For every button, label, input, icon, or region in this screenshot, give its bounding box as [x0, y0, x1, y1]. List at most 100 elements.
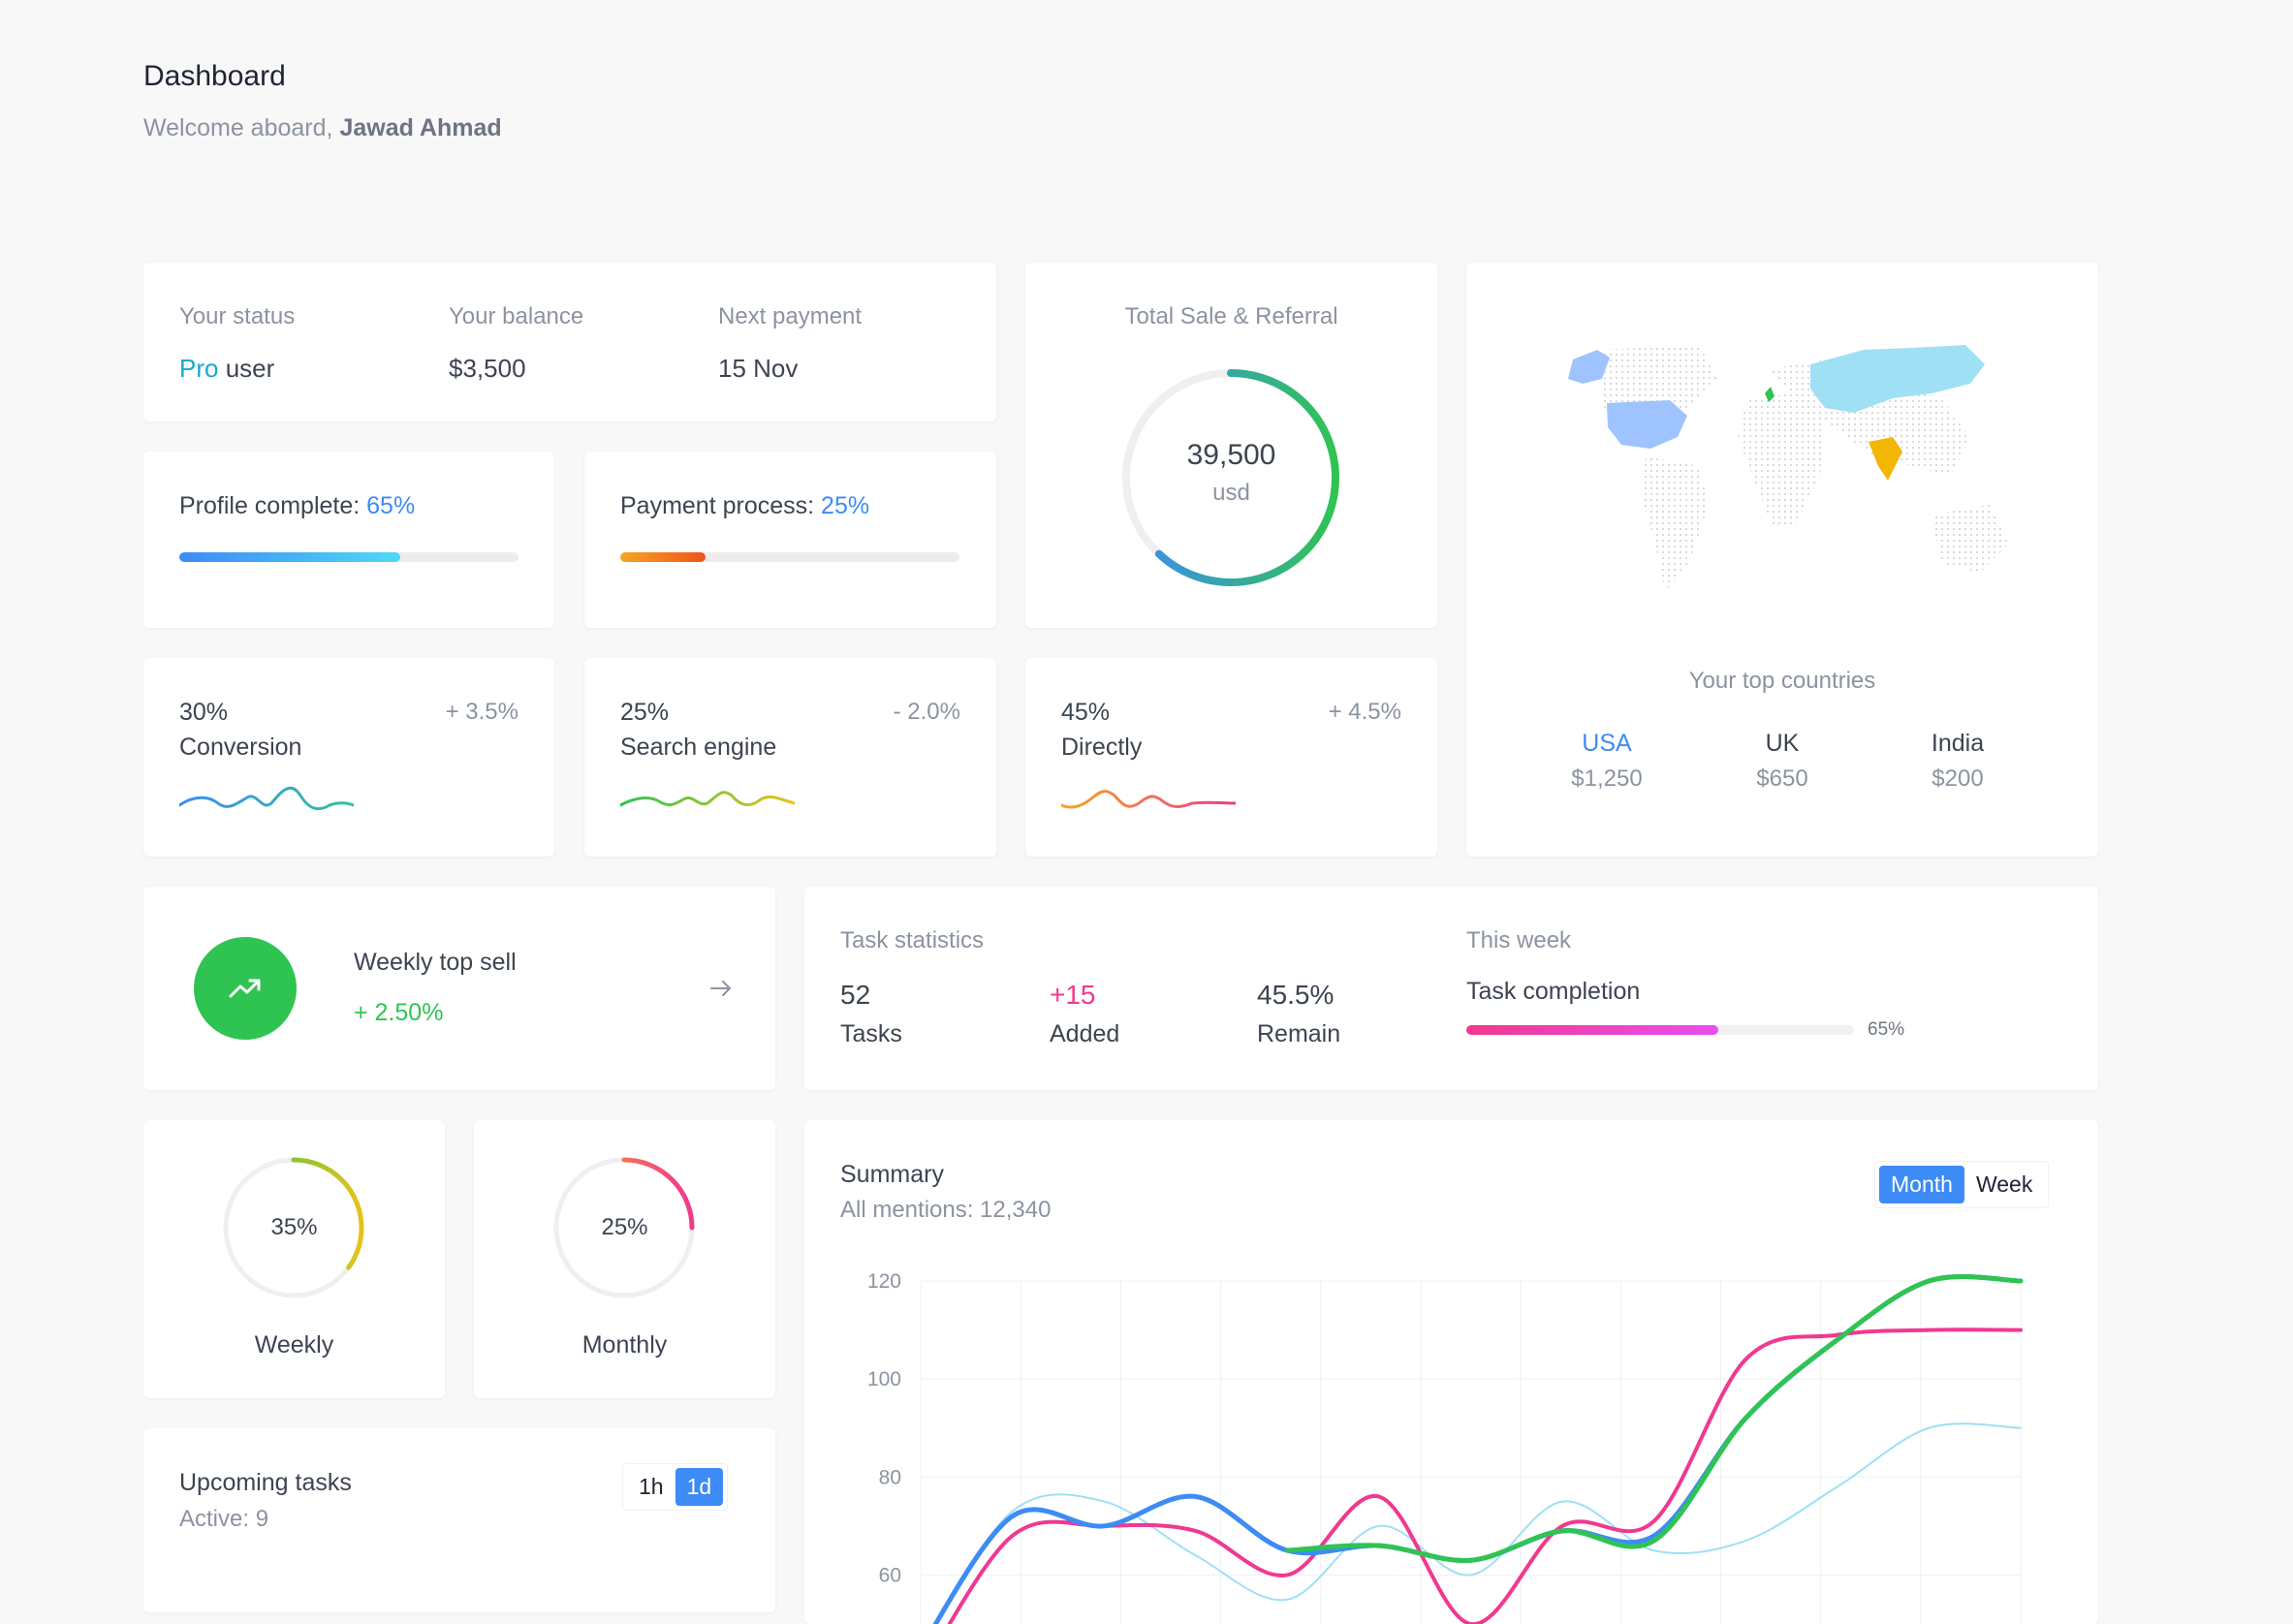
- range-1d-button[interactable]: 1d: [675, 1468, 724, 1506]
- welcome-text: Welcome aboard, Jawad Ahmad: [143, 114, 502, 142]
- task-completion-track: [1466, 1025, 1854, 1035]
- task-completion-percent: 65%: [1868, 1019, 1905, 1040]
- weekly-top-sell-change: + 2.50%: [354, 999, 444, 1026]
- summary-line-chart: 60 80 100 120: [867, 1270, 2024, 1624]
- monthly-ring-card: 25% Monthly: [474, 1120, 775, 1398]
- status-user: user: [225, 354, 275, 383]
- map-russia: [1810, 345, 1985, 413]
- mini-stat-directly: 45% + 4.5% Directly: [1025, 658, 1437, 857]
- map-alaska: [1568, 350, 1610, 384]
- range-1h-button[interactable]: 1h: [639, 1474, 664, 1499]
- balance-value: $3,500: [449, 354, 526, 383]
- world-map: [1568, 345, 2009, 592]
- country-name: India: [1931, 730, 1985, 757]
- pro-badge: Pro: [179, 354, 219, 383]
- profile-complete-card: Profile complete: 65%: [143, 452, 554, 628]
- task-statistics-card: Task statistics 52 Tasks +15 Added 45.5%…: [804, 887, 2098, 1090]
- task-stat-value: 52: [840, 980, 871, 1010]
- welcome-label: Welcome aboard,: [143, 114, 333, 141]
- mini-stat-percent: 25%: [620, 699, 670, 726]
- this-week-label: This week: [1466, 927, 1572, 953]
- map-south-america-dots: [1641, 456, 1709, 592]
- profile-complete-label: Profile complete:: [179, 492, 361, 519]
- y-tick-label: 100: [867, 1368, 901, 1390]
- map-australia-dots: [1932, 505, 2009, 573]
- y-tick-label: 60: [879, 1564, 901, 1586]
- summary-subtitle: All mentions: 12,340: [840, 1197, 1052, 1223]
- country-amount: $200: [1932, 765, 1984, 792]
- task-completion-label: Task completion: [1466, 978, 1641, 1005]
- y-tick-label: 120: [867, 1270, 901, 1293]
- weekly-top-sell-title: Weekly top sell: [354, 949, 517, 976]
- series-line-1: [1284, 1274, 2024, 1563]
- weekly-ring-label: Weekly: [254, 1331, 334, 1359]
- monthly-ring-value: 25%: [601, 1214, 648, 1240]
- mini-stat-label: Search engine: [620, 734, 777, 761]
- task-stat-value: +15: [1050, 980, 1096, 1010]
- mini-stat-percent: 30%: [179, 699, 229, 726]
- time-range-toggle: 1h 1d: [622, 1463, 729, 1511]
- weekly-ring: [223, 1157, 364, 1298]
- task-completion-fill: [1466, 1025, 1718, 1035]
- monthly-ring-fill: [553, 1157, 695, 1298]
- weekly-ring-value: 35%: [270, 1214, 318, 1240]
- map-usa: [1607, 400, 1687, 449]
- profile-complete-percent: 65%: [366, 492, 416, 519]
- summary-title: Summary: [840, 1161, 944, 1188]
- next-payment-value: 15 Nov: [718, 354, 799, 383]
- conversion-sparkline: [179, 786, 354, 811]
- country-india: India $200: [1900, 730, 2016, 793]
- map-africa-dots: [1738, 393, 1825, 524]
- profile-complete-title: Profile complete: 65%: [179, 492, 415, 520]
- mini-stat-label: Directly: [1061, 734, 1143, 761]
- week-button[interactable]: Week: [1975, 1171, 2033, 1197]
- mini-stat-delta: - 2.0%: [893, 699, 960, 725]
- balance-label: Your balance: [449, 303, 584, 329]
- profile-progress-fill: [179, 552, 400, 562]
- task-stat-label: Remain: [1257, 1020, 1341, 1047]
- series-line-3: [933, 1422, 2022, 1624]
- payment-process-card: Payment process: 25%: [584, 452, 996, 628]
- task-stat-value: 45.5%: [1257, 980, 1335, 1010]
- arrow-right-icon[interactable]: [709, 979, 733, 998]
- country-uk: UK $650: [1724, 730, 1840, 793]
- payment-process-title: Payment process: 25%: [620, 492, 869, 520]
- month-button[interactable]: Month: [1879, 1166, 1964, 1203]
- directly-sparkline: [1061, 790, 1236, 809]
- upcoming-tasks-title: Upcoming tasks: [179, 1469, 352, 1496]
- mini-stat-label: Conversion: [179, 734, 302, 761]
- mini-stat-delta: + 4.5%: [1328, 699, 1401, 725]
- summary-card: Summary All mentions: 12,340 Month Week …: [804, 1120, 2098, 1624]
- country-name: UK: [1765, 730, 1800, 757]
- mini-stat-percent: 45%: [1061, 699, 1111, 726]
- payment-process-label: Payment process:: [620, 492, 815, 519]
- status-value: Pro user: [179, 354, 274, 384]
- total-sale-title: Total Sale & Referral: [1124, 303, 1338, 329]
- next-payment-label: Next payment: [718, 303, 863, 329]
- mini-stat-search-engine: 25% - 2.0% Search engine: [584, 658, 996, 857]
- total-sale-card: Total Sale & Referral 39,500 usd: [1025, 263, 1437, 628]
- total-sale-ring-fill: [1122, 369, 1339, 586]
- total-sale-ring: [1122, 369, 1339, 586]
- weekly-ring-fill: [223, 1157, 364, 1298]
- map-india: [1869, 437, 1902, 481]
- top-countries-title: Your top countries: [1688, 668, 1876, 694]
- task-statistics-title: Task statistics: [840, 927, 985, 953]
- profile-progress-track: [179, 552, 518, 562]
- weekly-top-sell-card[interactable]: Weekly top sell + 2.50%: [143, 887, 775, 1090]
- upcoming-tasks-card: Upcoming tasks Active: 9 1h 1d: [143, 1428, 775, 1612]
- status-label: Your status: [179, 303, 296, 329]
- monthly-ring-label: Monthly: [581, 1331, 668, 1359]
- user-name: Jawad Ahmad: [339, 114, 502, 141]
- mini-stat-conversion: 30% + 3.5% Conversion: [143, 658, 554, 857]
- total-sale-unit: usd: [1212, 480, 1250, 506]
- mini-stat-delta: + 3.5%: [445, 699, 518, 725]
- payment-process-percent: 25%: [821, 492, 870, 519]
- task-stat-label: Added: [1050, 1020, 1120, 1047]
- top-countries-card: Your top countries USA $1,250 UK $650 In…: [1466, 263, 2098, 857]
- trending-up-icon: [194, 937, 297, 1040]
- weekly-ring-card: 35% Weekly: [143, 1120, 445, 1398]
- country-usa: USA $1,250: [1549, 730, 1665, 793]
- page-title: Dashboard: [143, 60, 286, 92]
